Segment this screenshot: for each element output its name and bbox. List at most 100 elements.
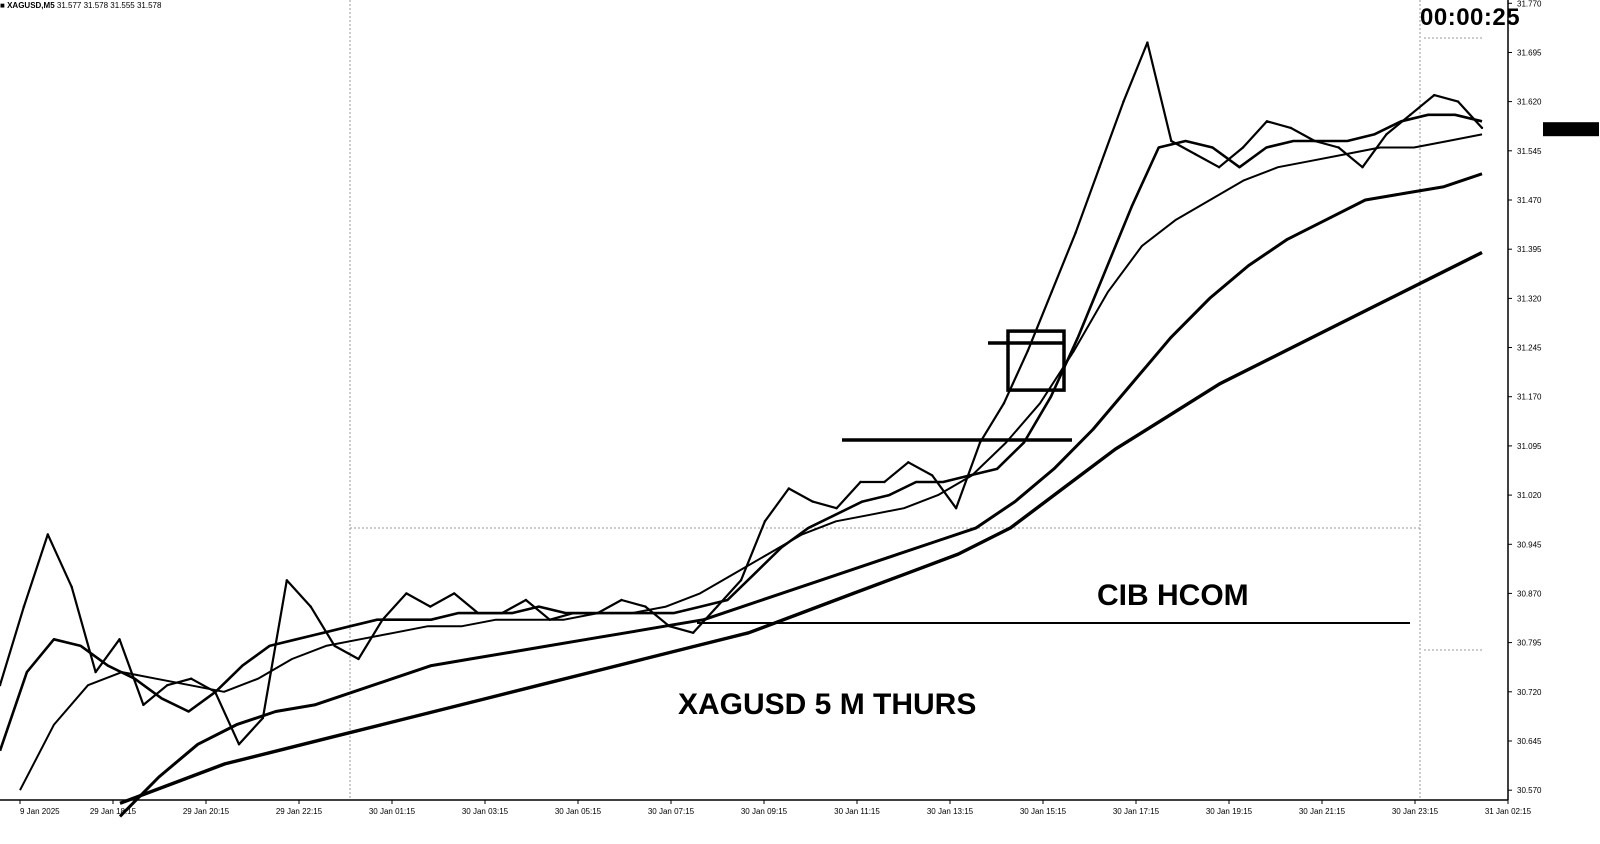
price-point xyxy=(142,703,145,707)
current-price-marker xyxy=(1543,122,1599,137)
x-tick-label: 30 Jan 09:15 xyxy=(741,807,788,816)
price-point xyxy=(22,605,26,608)
moving-average-line xyxy=(19,133,1483,791)
x-tick-label: 30 Jan 19:15 xyxy=(1206,807,1253,816)
x-tick-label: 30 Jan 03:15 xyxy=(462,807,509,816)
price-point xyxy=(1265,120,1269,123)
x-tick-label: 30 Jan 11:15 xyxy=(834,807,880,816)
pattern-annotation: CIB HCOM xyxy=(1097,579,1249,612)
symbol-ohlc-readout: ■ XAGUSD,M5 31.577 31.578 31.555 31.578 xyxy=(0,1,161,10)
price-point xyxy=(978,441,982,444)
price-point xyxy=(1217,166,1221,169)
price-point xyxy=(46,533,49,536)
y-tick-label: 30.945 xyxy=(1517,540,1542,549)
price-point xyxy=(835,507,838,510)
price-point xyxy=(1480,126,1484,130)
price-point xyxy=(70,585,73,589)
price-point xyxy=(1337,146,1340,149)
y-tick-label: 31.695 xyxy=(1517,49,1542,58)
y-tick-label: 31.320 xyxy=(1517,294,1542,303)
price-point xyxy=(1098,166,1101,169)
price-point xyxy=(357,657,360,661)
y-tick-label: 31.770 xyxy=(1517,0,1542,8)
price-point xyxy=(285,579,288,582)
x-tick-label: 29 Jan 18:15 xyxy=(90,807,137,816)
y-tick-label: 31.620 xyxy=(1517,98,1542,107)
price-point xyxy=(1074,231,1077,234)
price-point xyxy=(0,684,2,687)
price-point xyxy=(739,579,743,582)
price-point xyxy=(309,605,312,608)
x-tick-label: 30 Jan 15:15 xyxy=(1020,807,1067,816)
y-tick-label: 31.170 xyxy=(1517,393,1542,402)
price-point xyxy=(1002,402,1006,405)
price-point xyxy=(644,605,647,608)
x-tick-label: 30 Jan 13:15 xyxy=(927,807,974,816)
price-point xyxy=(1456,100,1460,103)
x-tick-label: 30 Jan 07:15 xyxy=(648,807,695,816)
x-tick-label: 29 Jan 22:15 xyxy=(276,807,323,816)
chart-annotation: XAGUSD 5 M THURS xyxy=(678,688,977,721)
moving-average-line xyxy=(119,250,1483,805)
price-point xyxy=(190,677,193,680)
price-point xyxy=(859,480,862,484)
price-point xyxy=(811,500,814,503)
y-tick-label: 30.570 xyxy=(1517,786,1542,795)
x-tick-label: 9 Jan 2025 xyxy=(20,807,60,816)
x-tick-label: 30 Jan 05:15 xyxy=(555,807,602,816)
price-point xyxy=(94,670,97,674)
price-point xyxy=(453,592,456,595)
price-point xyxy=(1170,139,1173,143)
y-tick-label: 30.720 xyxy=(1517,688,1542,697)
price-point xyxy=(405,592,408,595)
y-tick-label: 31.245 xyxy=(1517,344,1542,353)
y-tick-label: 30.645 xyxy=(1517,737,1542,746)
price-point xyxy=(1361,166,1364,169)
y-tick-label: 31.395 xyxy=(1517,245,1542,254)
price-point xyxy=(118,638,121,641)
moving-average-line xyxy=(118,172,1483,818)
price-point xyxy=(954,507,958,510)
price-point xyxy=(524,598,528,602)
x-tick-label: 30 Jan 23:15 xyxy=(1392,807,1439,816)
price-point xyxy=(1385,133,1388,136)
price-point xyxy=(1433,93,1436,97)
bar-countdown-timer: 00:00:25 xyxy=(1420,4,1521,31)
price-point xyxy=(1026,349,1030,352)
x-tick-label: 30 Jan 21:15 xyxy=(1299,807,1346,816)
active-marker: ■ xyxy=(0,1,5,10)
price-point xyxy=(237,743,241,746)
price-point xyxy=(692,631,695,634)
y-tick-label: 31.545 xyxy=(1517,147,1542,156)
y-tick-label: 30.795 xyxy=(1517,639,1542,648)
x-tick-label: 30 Jan 01:15 xyxy=(369,807,416,816)
symbol-label: XAGUSD,M5 xyxy=(7,1,55,10)
moving-average-line xyxy=(0,113,1483,752)
x-tick-label: 31 Jan 02:15 xyxy=(1485,807,1532,816)
price-point xyxy=(715,605,719,608)
price-point xyxy=(429,605,432,608)
y-tick-label: 30.870 xyxy=(1517,589,1542,598)
x-tick-label: 30 Jan 17:15 xyxy=(1113,807,1160,816)
price-point xyxy=(1409,113,1412,117)
price-point xyxy=(907,461,910,464)
price-point xyxy=(1194,152,1197,156)
price-point xyxy=(166,684,169,687)
price-point xyxy=(1122,100,1125,103)
price-point xyxy=(1146,41,1149,44)
price-point xyxy=(787,487,790,490)
ohlc-values: 31.577 31.578 31.555 31.578 xyxy=(56,1,162,10)
x-tick-label: 29 Jan 20:15 xyxy=(183,807,230,816)
y-tick-label: 31.020 xyxy=(1517,491,1542,500)
price-point xyxy=(1050,290,1053,293)
price-point xyxy=(883,480,886,484)
breakout-box xyxy=(1006,329,1066,392)
price-point xyxy=(620,598,623,602)
price-point xyxy=(763,520,767,523)
price-line xyxy=(0,41,1483,746)
price-point xyxy=(1289,126,1293,130)
y-tick-label: 31.095 xyxy=(1517,442,1542,451)
price-point xyxy=(931,474,934,477)
